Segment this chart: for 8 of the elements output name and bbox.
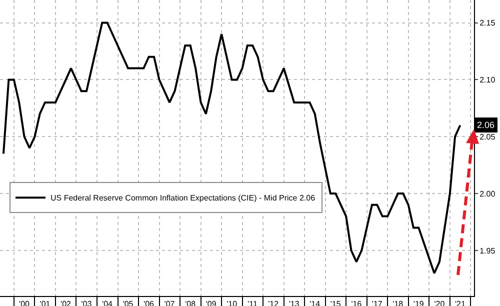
annotation: 2.06 xyxy=(477,120,495,130)
y-tick-label: 2.15 xyxy=(480,18,496,28)
line-series xyxy=(2,22,462,274)
y-tick-label: 1.95 xyxy=(480,246,496,256)
legend-label: US Federal Reserve Common Inflation Expectations (CIE) - Mid Price 2.06 xyxy=(50,194,316,203)
y-tick-label: 2.10 xyxy=(480,75,496,84)
y-tick-label: 2.05 xyxy=(480,132,496,142)
y-tick-label: 2.00 xyxy=(480,189,496,198)
